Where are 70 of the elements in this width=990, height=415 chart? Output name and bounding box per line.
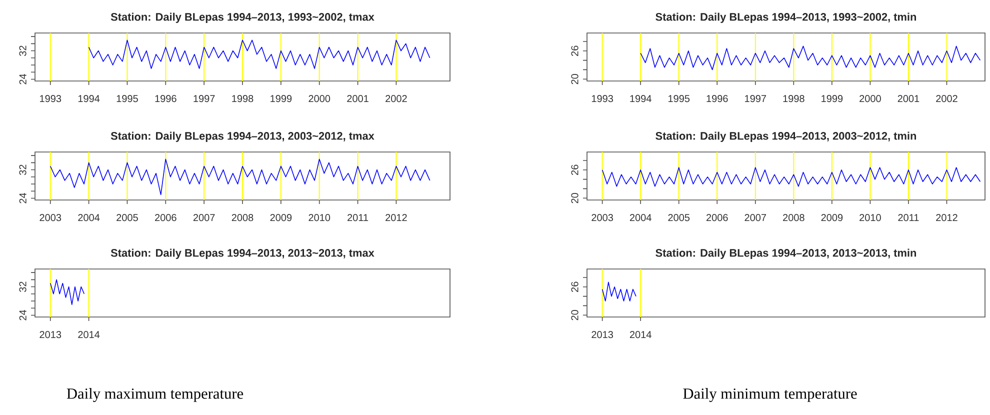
y-tick-label: 32 bbox=[19, 282, 26, 292]
x-tick-label: 1997 bbox=[745, 95, 766, 102]
x-tick-label: 1995 bbox=[116, 95, 138, 102]
x-tick-label: 2000 bbox=[860, 95, 881, 102]
x-tick-label: 2008 bbox=[783, 214, 804, 222]
line-series bbox=[50, 279, 85, 305]
x-tick-label: 1998 bbox=[783, 95, 804, 102]
x-tick-label: 2003 bbox=[592, 214, 613, 222]
x-tick-label: 2001 bbox=[347, 95, 368, 102]
x-tick-label: 1999 bbox=[270, 95, 292, 102]
y-tick-label: 24 bbox=[19, 310, 26, 320]
text: Daily maximum temperature bbox=[66, 388, 244, 402]
x-tick-label: 2005 bbox=[668, 214, 690, 222]
y-tick-label: 20 bbox=[571, 310, 578, 320]
x-tick-label: 2008 bbox=[232, 214, 254, 222]
x-tick-label: 1993 bbox=[592, 95, 613, 102]
y-tick-label: 32 bbox=[19, 46, 26, 56]
x-tick-label: 1994 bbox=[78, 95, 100, 102]
x-tick-label: 1995 bbox=[668, 95, 690, 102]
x-tick-label: 2011 bbox=[898, 214, 919, 222]
y-tick-label: 20 bbox=[571, 192, 578, 204]
chart-title: Station: Daily BLepas 1994–2013, 1993~2002, tmin bbox=[656, 12, 916, 23]
x-tick-label: 2004 bbox=[630, 214, 652, 222]
x-tick-label: 2006 bbox=[706, 214, 728, 222]
x-tick-label: 1998 bbox=[232, 95, 254, 102]
x-tick-label: 2002 bbox=[386, 95, 407, 102]
chart-title: Station: Daily BLepas 1994–2013, 2003~2012, tmin bbox=[656, 132, 916, 142]
line-series bbox=[602, 282, 636, 302]
x-tick-label: 2002 bbox=[936, 95, 958, 102]
x-tick-label: 2012 bbox=[936, 214, 958, 222]
y-tick-label: 32 bbox=[19, 164, 26, 175]
x-tick-label: 2001 bbox=[898, 95, 920, 102]
chart-title: Station: Daily BLepas 1994–2013, 2013~2013, tmax bbox=[110, 248, 374, 259]
x-tick-label: 1999 bbox=[822, 95, 843, 102]
y-tick-label: 26 bbox=[571, 282, 578, 292]
x-tick-label: 2014 bbox=[630, 331, 652, 338]
chart-title: Station: Daily BLepas 1994–2013, 2013~2013, tmin bbox=[656, 248, 916, 259]
x-tick-label: 2011 bbox=[348, 214, 368, 222]
text: Daily minimum temperature bbox=[683, 388, 857, 402]
line-series bbox=[640, 46, 981, 70]
x-tick-label: 1996 bbox=[706, 95, 728, 102]
y-tick-label: 24 bbox=[19, 74, 26, 84]
x-tick-label: 1997 bbox=[194, 95, 215, 102]
x-tick-label: 1996 bbox=[155, 95, 176, 102]
line-series bbox=[50, 158, 430, 196]
x-tick-label: 2000 bbox=[308, 95, 330, 102]
chart-title: Station: Daily BLepas 1994–2013, 2003~2012, tmax bbox=[110, 132, 374, 142]
y-tick-label: 26 bbox=[571, 46, 578, 56]
x-tick-label: 2013 bbox=[40, 331, 62, 338]
x-tick-label: 2004 bbox=[78, 214, 100, 222]
x-tick-label: 2007 bbox=[193, 214, 215, 222]
x-tick-label: 1993 bbox=[40, 95, 62, 102]
y-tick-label: 24 bbox=[19, 192, 26, 204]
x-tick-label: 2012 bbox=[386, 214, 407, 222]
line-series bbox=[602, 167, 981, 187]
x-tick-label: 2009 bbox=[821, 214, 843, 222]
x-tick-label: 2007 bbox=[744, 214, 766, 222]
x-tick-label: 2013 bbox=[592, 331, 613, 338]
x-tick-label: 2005 bbox=[116, 214, 138, 222]
line-series bbox=[88, 40, 430, 69]
x-tick-label: 2014 bbox=[78, 331, 100, 338]
chart-title: Station: Daily BLepas 1994–2013, 1993~2002, tmax bbox=[110, 12, 374, 23]
x-tick-label: 2003 bbox=[40, 214, 62, 222]
x-tick-label: 2010 bbox=[860, 214, 881, 222]
y-tick-label: 20 bbox=[571, 74, 578, 84]
x-tick-label: 2010 bbox=[308, 214, 330, 222]
x-tick-label: 2009 bbox=[270, 214, 292, 222]
x-tick-label: 1994 bbox=[630, 95, 652, 102]
x-tick-label: 2006 bbox=[155, 214, 176, 222]
y-tick-label: 26 bbox=[571, 164, 578, 175]
